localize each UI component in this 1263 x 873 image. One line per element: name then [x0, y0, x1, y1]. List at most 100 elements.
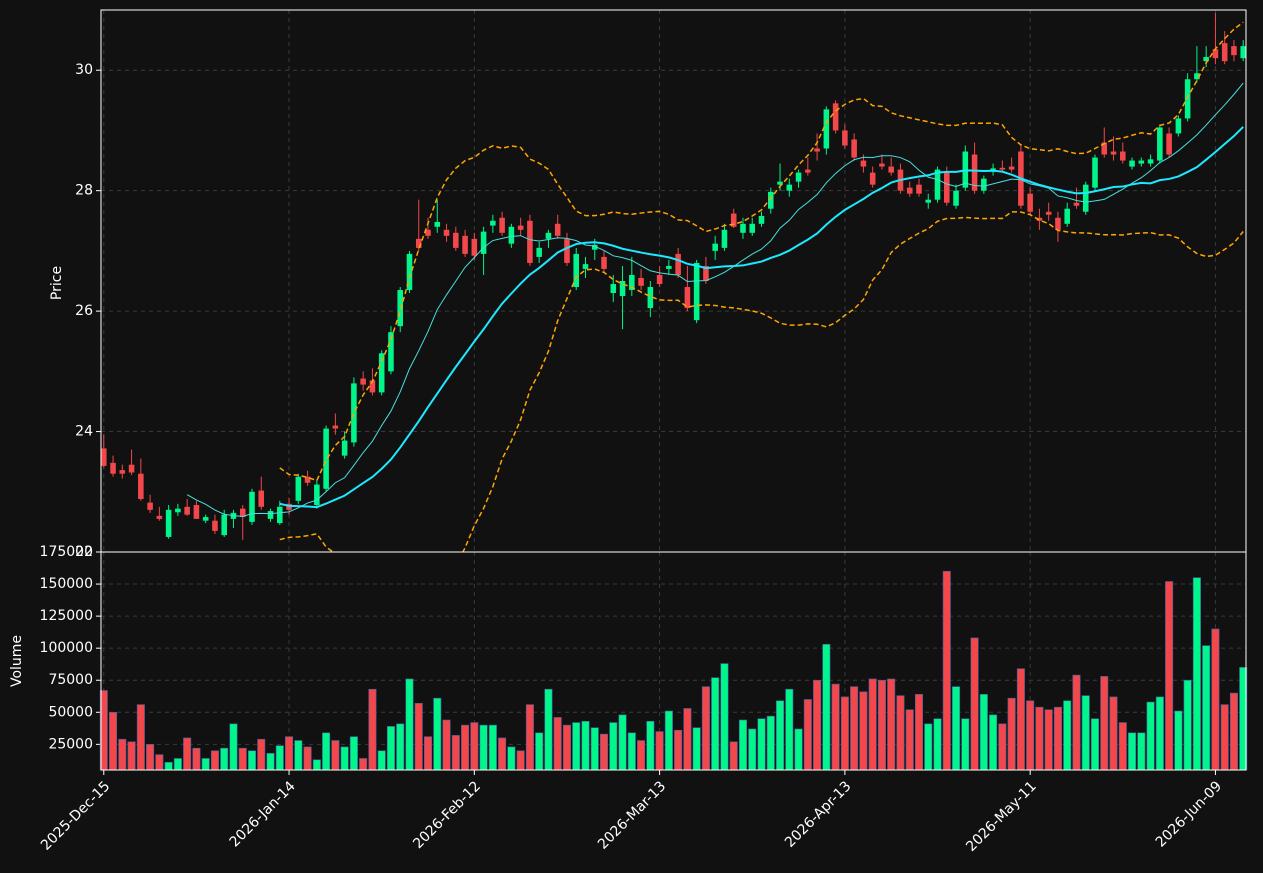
volume-bar	[368, 688, 377, 771]
volume-bar	[989, 714, 998, 771]
candle-body	[554, 223, 561, 236]
volume-bar	[525, 704, 534, 771]
volume-bar	[831, 683, 840, 771]
candle-body	[304, 476, 311, 483]
candle-body	[777, 181, 783, 185]
volume-bar	[877, 679, 886, 771]
volume-bar	[424, 736, 433, 771]
volume-bar	[1174, 710, 1183, 771]
volume-bar	[1063, 700, 1072, 771]
volume-bar	[859, 691, 868, 771]
volume-bar	[461, 724, 470, 771]
volume-bar	[1128, 732, 1137, 771]
volume-bar	[711, 677, 720, 771]
volume-bar	[164, 762, 173, 771]
candle-body	[193, 505, 200, 519]
volume-bar	[377, 750, 386, 771]
candle-body	[499, 217, 505, 233]
candle-body	[1120, 151, 1126, 161]
candle-body	[981, 178, 987, 191]
volume-tick-label: 150000	[40, 576, 93, 592]
volume-bar	[294, 740, 303, 771]
candle-body	[656, 274, 663, 285]
candle-body	[684, 287, 691, 309]
volume-bar	[729, 741, 738, 771]
volume-bar	[674, 729, 683, 771]
volume-bar	[340, 746, 349, 771]
candle-body	[601, 256, 607, 269]
x-tick-label: 2026-May-11	[963, 778, 1040, 855]
volume-bar	[1118, 722, 1127, 771]
candle-body	[1101, 142, 1108, 155]
candle-body	[1092, 157, 1098, 188]
volume-bar	[414, 703, 423, 771]
moving-average	[186, 82, 1244, 517]
volume-bar	[535, 732, 544, 771]
candle-body	[666, 265, 672, 269]
volume-bar	[275, 745, 284, 771]
volume-bar	[1137, 732, 1146, 771]
candle-body	[480, 231, 487, 254]
volume-bar	[1109, 696, 1118, 771]
volume-bar	[470, 722, 479, 771]
candle-body	[1240, 46, 1246, 59]
volume-bar	[664, 710, 673, 771]
candle-body	[165, 509, 172, 537]
volume-bar	[609, 722, 618, 771]
volume-bar	[618, 714, 627, 771]
volume-bar	[998, 723, 1007, 771]
candle-body	[295, 476, 302, 501]
volume-axis-label: Volume	[9, 635, 25, 687]
candle-body	[545, 232, 552, 239]
candle-body	[434, 221, 441, 227]
candle-body	[1212, 49, 1219, 59]
candle-body	[517, 225, 524, 230]
candle-body	[888, 166, 894, 173]
candle-body	[110, 462, 116, 474]
volume-tick-label: 50000	[48, 704, 93, 720]
candle-body	[1082, 184, 1089, 212]
volume-bar	[757, 718, 766, 771]
volume-bar	[553, 717, 562, 771]
volume-tick-label: 100000	[40, 640, 93, 656]
x-tick-label: 2025-Dec-15	[38, 778, 113, 853]
volume-bar	[701, 686, 710, 771]
y-tick-label: 28	[75, 183, 93, 199]
candle-body	[138, 473, 144, 500]
candle-body	[184, 506, 190, 515]
volume-bar	[794, 728, 803, 771]
volume-bar	[386, 726, 395, 771]
volume-bar	[146, 744, 155, 771]
volume-bar	[766, 715, 775, 771]
volume-bar	[1165, 581, 1174, 771]
candle-body	[869, 172, 876, 185]
candle-body	[341, 440, 348, 456]
candle-body	[156, 515, 163, 519]
candle-body	[675, 253, 681, 275]
volume-bar	[303, 746, 312, 771]
candle-body	[1231, 46, 1237, 56]
candle-body	[749, 223, 756, 233]
candle-body	[925, 199, 932, 203]
candle-body	[239, 508, 246, 518]
candle-body	[425, 229, 431, 236]
candle-body	[823, 109, 830, 149]
candle-body	[258, 490, 265, 507]
moving-average	[279, 126, 1244, 509]
volume-bar	[914, 694, 923, 771]
candle-body	[906, 187, 913, 194]
candle-body	[832, 103, 839, 131]
volume-bar	[590, 727, 599, 771]
volume-bar	[118, 738, 127, 771]
candle-body	[647, 287, 654, 309]
candle-body	[221, 514, 227, 536]
x-tick-label: 2026-Feb-12	[410, 778, 484, 852]
candle-body	[842, 130, 848, 146]
volume-bar	[1183, 679, 1192, 771]
candles	[101, 13, 1246, 552]
candle-body	[573, 253, 580, 288]
candle-body	[249, 491, 255, 522]
x-tick-label: 2026-Mar-13	[595, 778, 669, 852]
x-tick-label: 2026-Apr-13	[782, 778, 855, 851]
